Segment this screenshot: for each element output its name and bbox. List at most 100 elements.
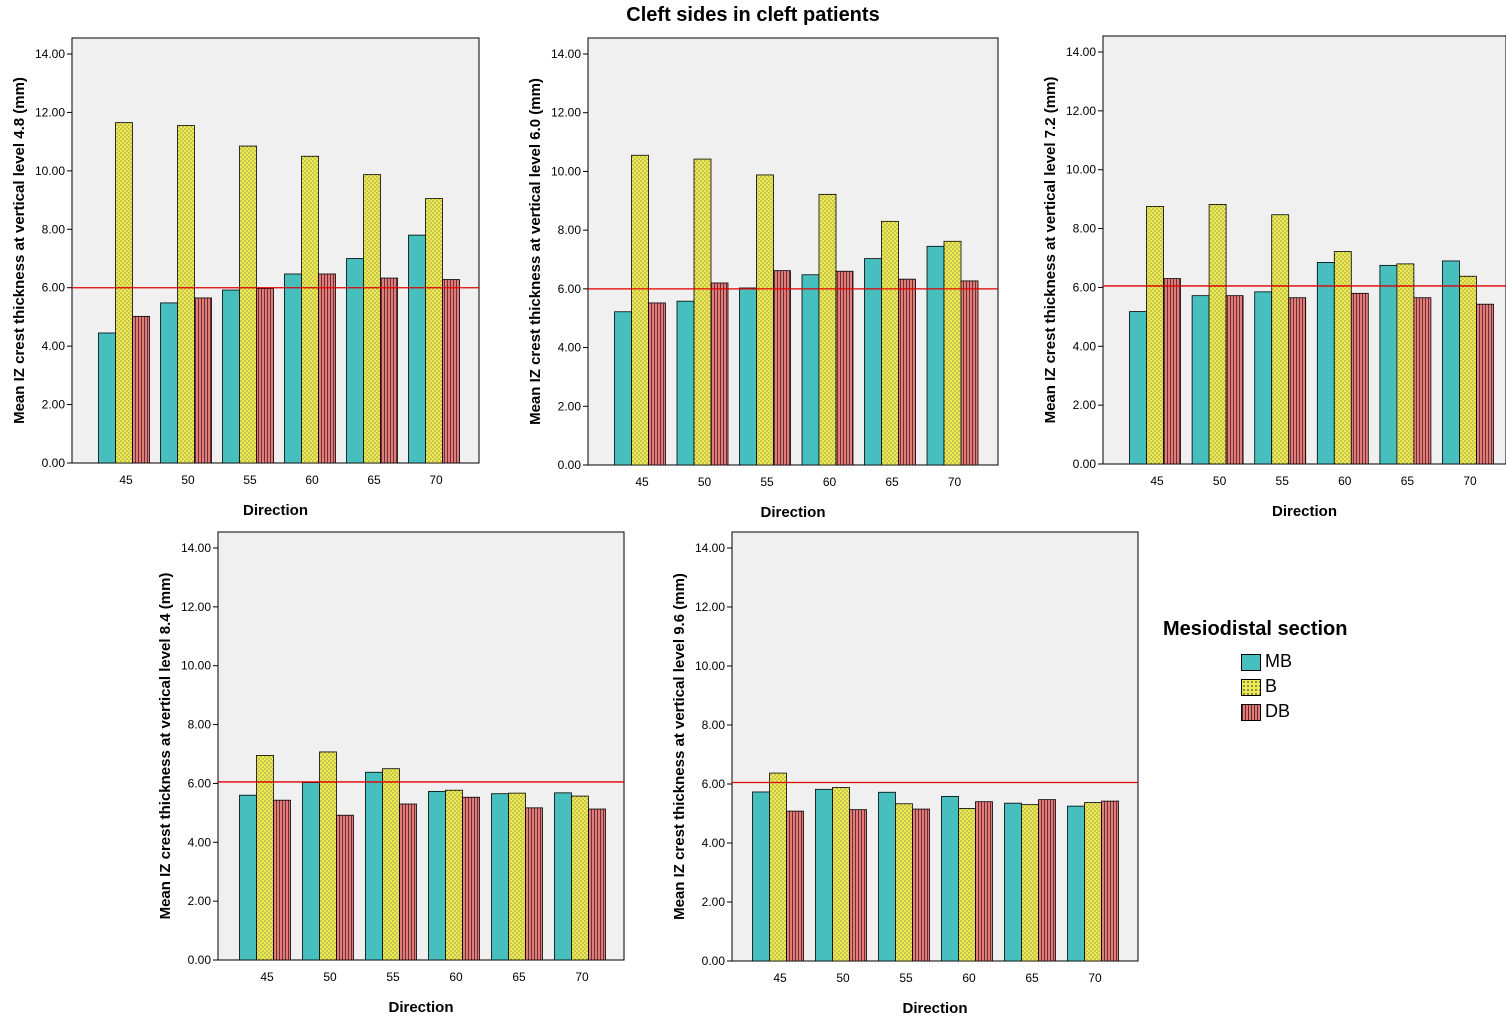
- bar-mb-60: [284, 273, 302, 464]
- bar-b-60: [445, 789, 463, 961]
- x-tick-label: 65: [1025, 971, 1039, 985]
- bar-db-55: [399, 803, 417, 961]
- y-tick-label: 0.00: [702, 954, 726, 968]
- bar-db-55: [912, 808, 930, 962]
- bar-b-60: [301, 155, 319, 464]
- bar-mb-45: [752, 791, 770, 962]
- bar-b-65: [508, 792, 526, 961]
- y-tick-label: 0.00: [188, 953, 212, 967]
- bar-db-60: [1350, 292, 1369, 465]
- bar-mb-70: [554, 792, 572, 961]
- bar-db-60: [462, 796, 480, 961]
- x-tick-label: 50: [836, 971, 850, 985]
- x-tick-label: 70: [1088, 971, 1102, 985]
- y-axis-title: Mean IZ crest thickness at vertical leve…: [527, 78, 544, 425]
- bar-db-55: [256, 288, 274, 464]
- bar-b-55: [756, 174, 774, 466]
- y-tick-label: 2.00: [188, 894, 212, 908]
- bar-db-65: [898, 278, 916, 466]
- legend-title: Mesiodistal section: [1163, 618, 1348, 640]
- y-axis-title: Mean IZ crest thickness at vertical leve…: [1042, 77, 1059, 424]
- y-tick-label: 14.00: [181, 541, 211, 555]
- y-tick-label: 10.00: [1066, 163, 1096, 177]
- y-tick-label: 10.00: [181, 659, 211, 673]
- x-tick-label: 55: [899, 971, 913, 985]
- bar-mb-60: [941, 795, 959, 962]
- bar-b-55: [895, 803, 913, 962]
- bar-b-65: [1396, 263, 1415, 465]
- bar-db-70: [1101, 800, 1119, 962]
- bar-mb-65: [491, 793, 509, 961]
- x-tick-label: 60: [449, 970, 463, 984]
- figure-title: Cleft sides in cleft patients: [626, 4, 880, 26]
- bar-mb-60: [428, 790, 446, 961]
- x-tick-label: 50: [181, 473, 195, 487]
- chart-panel-5: 0.00 2.00 4.00 6.00 8.00 10.00 12.00 14.00 45 50 5…: [671, 531, 1139, 1017]
- bar-db-60: [835, 270, 854, 466]
- x-tick-label: 50: [698, 475, 712, 489]
- bar-b-50: [177, 125, 195, 464]
- x-axis-title: Direction: [243, 502, 308, 519]
- bar-mb-70: [408, 234, 426, 464]
- bar-b-65: [881, 220, 899, 466]
- y-tick-label: 8.00: [188, 718, 212, 732]
- bar-b-70: [571, 795, 589, 961]
- bar-mb-65: [1379, 264, 1398, 465]
- legend-label-b: B: [1265, 676, 1278, 696]
- bar-b-65: [1021, 804, 1039, 962]
- bar-mb-45: [239, 794, 257, 961]
- legend-label-mb: MB: [1265, 651, 1292, 671]
- y-tick-label: 12.00: [181, 600, 211, 614]
- x-tick-label: 50: [323, 970, 337, 984]
- bar-mb-65: [346, 258, 364, 464]
- y-tick-label: 12.00: [1066, 104, 1096, 118]
- x-tick-label: 65: [367, 473, 381, 487]
- y-axis-title: Mean IZ crest thickness at vertical leve…: [11, 77, 28, 424]
- y-tick-label: 12.00: [551, 106, 581, 120]
- y-tick-label: 6.00: [188, 776, 212, 790]
- bar-b-55: [239, 145, 257, 464]
- bar-mb-70: [1067, 805, 1085, 962]
- bar-mb-50: [676, 300, 695, 466]
- x-tick-label: 45: [773, 971, 787, 985]
- bar-db-45: [273, 799, 291, 961]
- y-tick-label: 10.00: [551, 164, 581, 178]
- bar-db-50: [849, 809, 867, 962]
- x-tick-label: 65: [512, 970, 526, 984]
- legend: Mesiodistal section MB B DB: [1163, 618, 1348, 726]
- y-tick-label: 12.00: [695, 600, 725, 614]
- bar-db-50: [336, 814, 354, 961]
- x-tick-label: 70: [429, 473, 443, 487]
- bar-db-65: [1038, 799, 1056, 962]
- bar-db-70: [588, 808, 606, 961]
- chart-panel-2: 0.00 2.00 4.00 6.00 8.00 10.00 12.00 14.00 45 50 5…: [527, 37, 999, 521]
- bar-mb-50: [815, 788, 833, 962]
- legend-item-db: DB: [1241, 701, 1348, 726]
- bar-db-70: [442, 279, 460, 464]
- x-axis-title: Direction: [388, 999, 453, 1016]
- bar-db-60: [318, 273, 336, 464]
- y-tick-label: 0.00: [42, 456, 66, 470]
- bar-b-55: [382, 768, 400, 961]
- y-tick-label: 10.00: [35, 164, 65, 178]
- x-axis-title: Direction: [760, 504, 825, 521]
- bar-mb-55: [222, 289, 240, 464]
- x-tick-label: 70: [1463, 474, 1477, 488]
- x-tick-label: 60: [1338, 474, 1352, 488]
- legend-swatch-mb: [1241, 654, 1261, 671]
- bar-b-70: [425, 198, 443, 464]
- bar-db-45: [786, 810, 804, 962]
- legend-item-b: B: [1241, 676, 1348, 701]
- x-tick-label: 45: [119, 473, 133, 487]
- bar-b-60: [818, 193, 837, 466]
- bar-b-50: [319, 751, 337, 961]
- bar-b-45: [256, 755, 274, 961]
- y-tick-label: 4.00: [188, 835, 212, 849]
- bar-b-50: [1208, 204, 1227, 465]
- bar-mb-50: [1191, 295, 1210, 465]
- bar-mb-45: [98, 332, 116, 464]
- bar-db-45: [1163, 278, 1181, 465]
- bar-db-55: [1288, 297, 1307, 465]
- y-tick-label: 8.00: [558, 223, 582, 237]
- x-tick-label: 50: [1213, 474, 1227, 488]
